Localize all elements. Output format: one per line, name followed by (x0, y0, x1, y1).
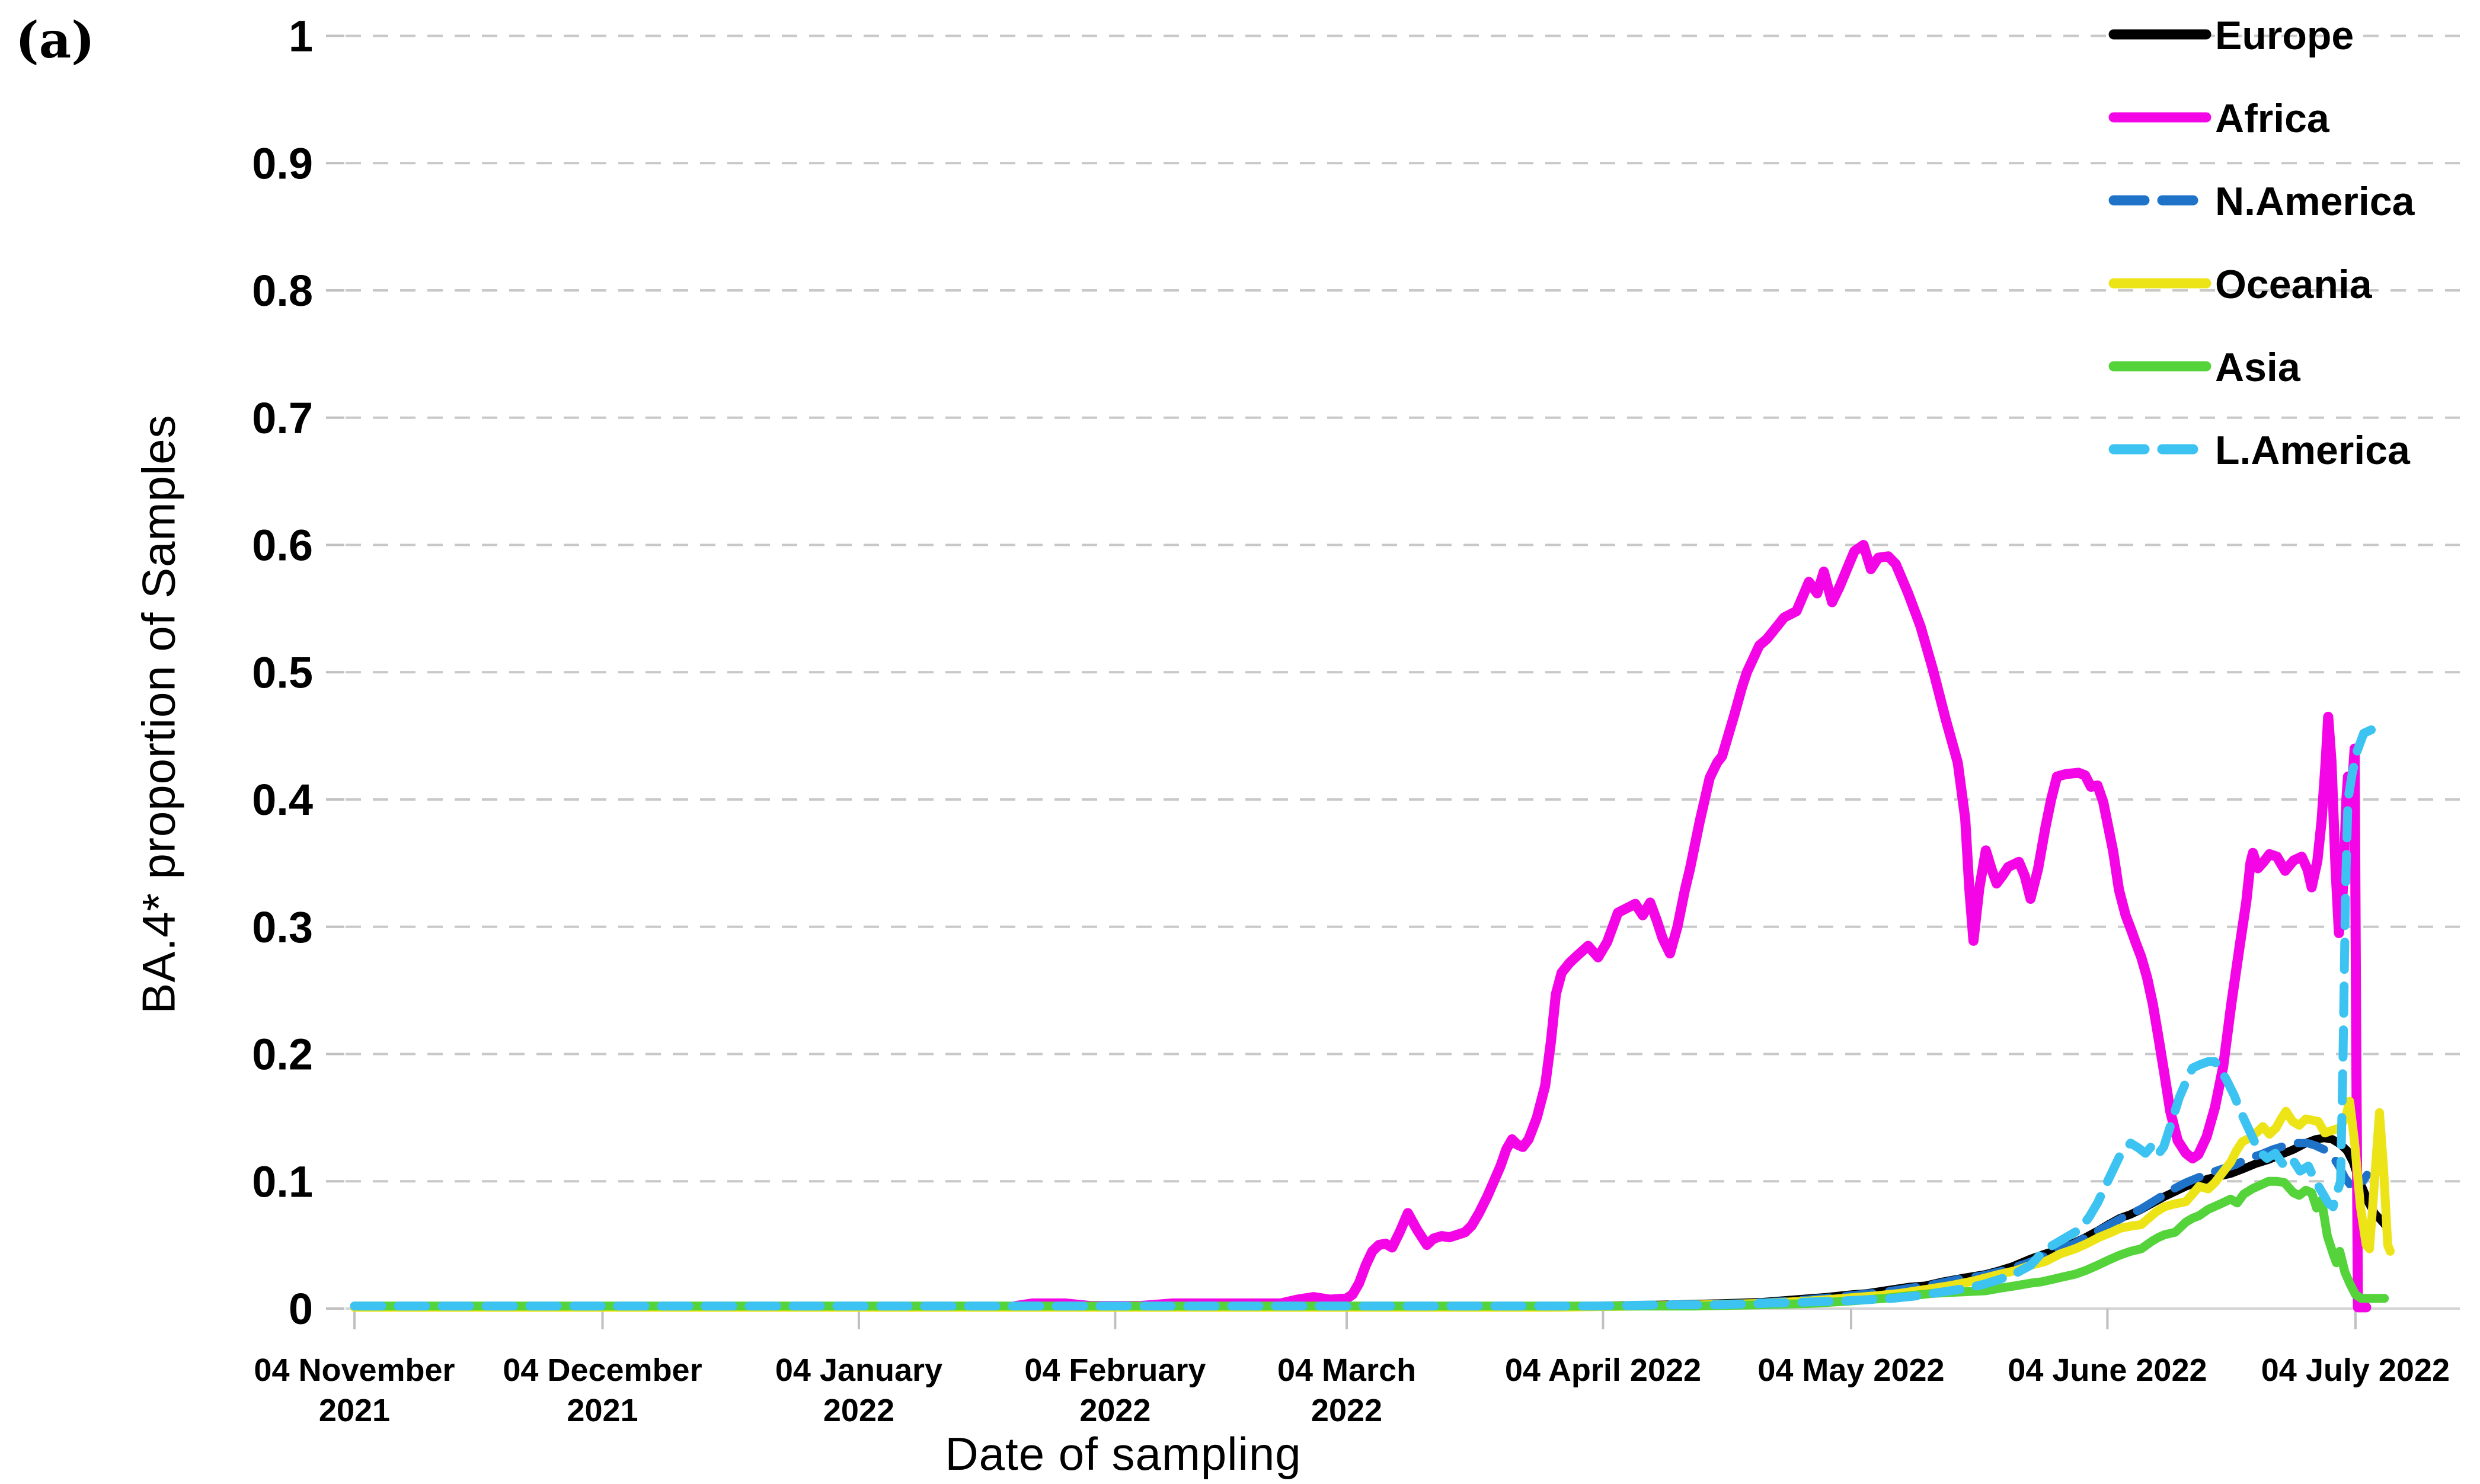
y-tick-label: 0 (289, 1284, 313, 1333)
x-tick-label: 04 December (503, 1352, 702, 1388)
series-line-oceania (350, 1096, 2395, 1312)
legend-label: Europe (2215, 13, 2354, 58)
y-tick-labels-group: 0 0.1 0.2 0.3 0.4 0.5 0.6 0.7 0.8 0.9 1 (252, 12, 313, 1334)
gridlines-group (346, 34, 2460, 1310)
y-axis-title: BA.4* proportion of Samples (132, 414, 185, 1014)
y-tick-label: 0.2 (252, 1030, 313, 1079)
x-tick-label: 04 May 2022 (1757, 1352, 1944, 1388)
legend-label: Oceania (2215, 262, 2373, 307)
legend-label: Africa (2215, 96, 2330, 141)
x-tick-label: 04 November (254, 1352, 455, 1388)
x-tick-label: 2021 (319, 1393, 390, 1428)
y-tick-label: 0.5 (252, 648, 313, 697)
y-tick-label: 0.3 (252, 903, 313, 952)
legend-label: L.America (2215, 428, 2411, 473)
y-tick-label: 1 (289, 12, 313, 61)
y-tick-label: 0.6 (252, 521, 313, 570)
legend-item-africa: Africa (2108, 96, 2330, 141)
y-tick-label: 0.9 (252, 139, 313, 188)
series-line-europe (350, 1134, 2390, 1312)
series-line-asia (350, 1176, 2389, 1311)
legend-item-namerica: N.America (2108, 179, 2415, 224)
x-tick-label: 2021 (567, 1393, 638, 1428)
y-tick-label: 0.7 (252, 394, 313, 443)
series-group (350, 540, 2395, 1313)
legend-item-oceania: Oceania (2108, 262, 2373, 307)
y-tick-label: 0.8 (252, 266, 313, 315)
legend-item-europe: Europe (2108, 13, 2354, 58)
x-tick-label: 2022 (823, 1393, 894, 1428)
x-tick-label: 04 July 2022 (2261, 1352, 2450, 1388)
x-tick-label: 04 February (1024, 1352, 1206, 1388)
legend-label: Asia (2215, 345, 2301, 390)
x-axis-title: Date of sampling (945, 1428, 1302, 1480)
legend-item-lamerica: L.America (2108, 428, 2411, 473)
ticks-group (326, 34, 2357, 1329)
legend-label: N.America (2215, 179, 2415, 224)
legend-item-asia: Asia (2108, 345, 2301, 390)
panel-label: (a) (15, 11, 95, 69)
x-tick-label: 04 April 2022 (1505, 1352, 1701, 1388)
x-tick-label: 2022 (1311, 1393, 1382, 1428)
series-line-africa (1011, 540, 2372, 1313)
x-tick-labels-group: 04 November 2021 04 December 2021 04 January… (254, 1352, 2450, 1428)
legend: Europe Africa N.America Oceania Asia L.Americ… (2108, 13, 2415, 473)
x-tick-label: 2022 (1079, 1393, 1150, 1428)
y-tick-label: 0.1 (252, 1157, 313, 1206)
x-tick-label: 04 June 2022 (2008, 1352, 2207, 1388)
x-tick-label: 04 January (775, 1352, 942, 1388)
x-tick-label: 04 March (1277, 1352, 1416, 1388)
series-line-lamerica (350, 725, 2392, 1311)
y-tick-label: 0.4 (252, 775, 313, 824)
